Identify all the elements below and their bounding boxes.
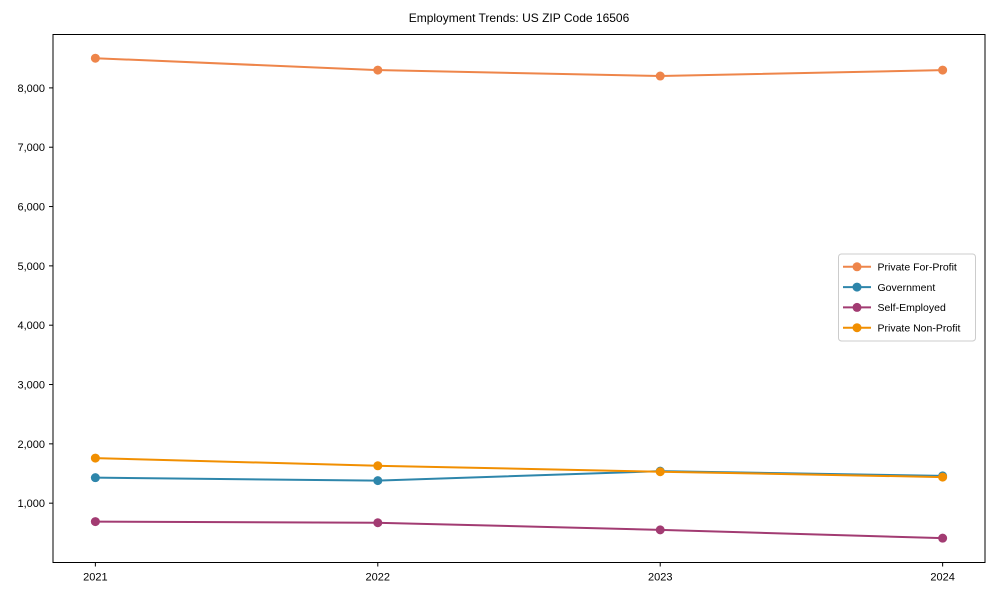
legend-swatch-marker <box>852 282 862 292</box>
legend-entry-government: Government <box>843 282 935 294</box>
y-axis-tick-label: 7,000 <box>17 142 45 154</box>
y-axis-tick-label: 4,000 <box>17 320 45 332</box>
series-marker <box>90 473 100 483</box>
series-marker <box>655 525 665 535</box>
legend-entry-private-non-profit: Private Non-Profit <box>843 323 960 335</box>
series-marker <box>90 53 100 63</box>
legend-swatch-marker <box>852 302 862 312</box>
series-line <box>94 57 944 78</box>
y-axis-tick-label: 6,000 <box>17 202 45 214</box>
legend: Private For-Profit Government Self-Employe… <box>838 253 976 342</box>
legend-label: Private For-Profit <box>878 262 957 274</box>
series-marker <box>938 65 948 75</box>
legend-label: Private Non-Profit <box>878 323 961 335</box>
series-marker <box>373 461 383 471</box>
x-axis-tick-label: 2024 <box>930 572 954 584</box>
x-axis-tick-label: 2022 <box>366 572 390 584</box>
x-axis-tick-label: 2023 <box>648 572 672 584</box>
y-axis-tick-label: 5,000 <box>17 261 45 273</box>
y-axis: 1,000 2,000 3,000 4,000 5,000 6,000 7,000 8,000 <box>17 83 53 510</box>
series-marker <box>373 518 383 528</box>
series-marker <box>655 467 665 477</box>
series-line <box>94 470 944 482</box>
legend-swatch-marker <box>852 323 862 333</box>
series-line <box>94 457 944 479</box>
series-marker <box>90 453 100 463</box>
chart-title: Employment Trends: US ZIP Code 16506 <box>408 11 630 25</box>
legend-entry-private-for-profit: Private For-Profit <box>843 262 957 274</box>
legend-label: Self-Employed <box>878 302 946 314</box>
plot-border <box>52 34 986 563</box>
series-marker <box>373 65 383 75</box>
y-axis-tick-label: 8,000 <box>17 83 45 95</box>
series-self-employed <box>90 517 948 543</box>
series-marker <box>938 533 948 543</box>
y-axis-tick-label: 1,000 <box>17 498 45 510</box>
series-line <box>94 520 944 540</box>
x-axis-tick-label: 2021 <box>83 572 107 584</box>
series-marker <box>655 71 665 81</box>
y-axis-tick-label: 3,000 <box>17 380 45 392</box>
series-private-for-profit <box>90 53 948 81</box>
legend-box <box>838 253 976 342</box>
series-marker <box>938 472 948 482</box>
series-marker <box>373 476 383 486</box>
legend-entry-self-employed: Self-Employed <box>843 302 946 314</box>
legend-label: Government <box>878 282 936 294</box>
series-marker <box>90 517 100 527</box>
x-axis: 2021 2022 2023 2024 <box>83 562 955 584</box>
y-axis-tick-label: 2,000 <box>17 439 45 451</box>
legend-swatch-marker <box>852 262 862 272</box>
series-private-non-profit <box>90 453 948 482</box>
